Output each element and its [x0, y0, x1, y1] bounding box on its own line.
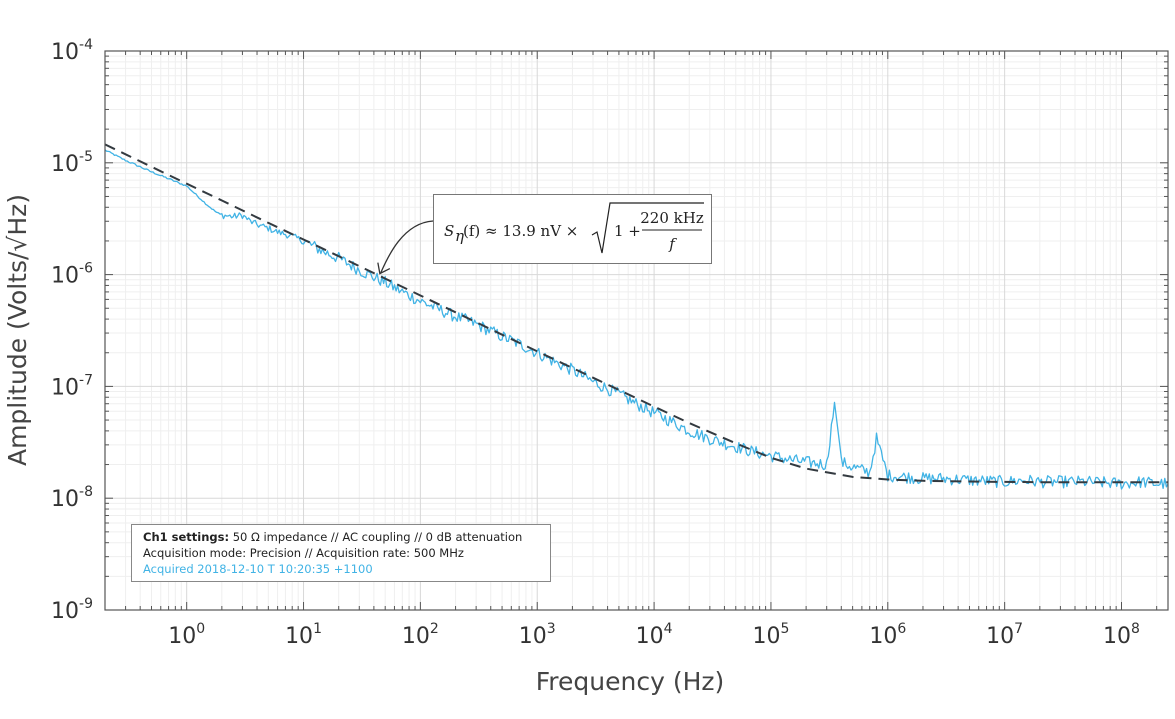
plot-frame	[104, 50, 1169, 611]
y-tick-label: 10-5	[51, 149, 93, 177]
y-tick-label: 10-4	[51, 37, 93, 65]
x-tick-label: 108	[1103, 621, 1140, 649]
formula-annotation: S η (f) ≈ 13.9 nV × 1 + 220 kHz f	[433, 194, 712, 264]
y-tick-label: 10-6	[51, 261, 93, 289]
y-tick-label: 10-7	[51, 372, 93, 400]
settings-line-2: Acquisition mode: Precision // Acquisiti…	[143, 546, 464, 560]
x-tick-label: 100	[168, 621, 205, 649]
formula-lhs-rest: (f) ≈ 13.9 nV ×	[463, 222, 578, 240]
y-tick-label: 10-8	[51, 484, 93, 512]
x-tick-label: 104	[636, 621, 673, 649]
acquisition-settings-box: Ch1 settings: 50 Ω impedance // AC coupl…	[131, 524, 551, 582]
acquired-timestamp: Acquired 2018-12-10 T 10:20:35 +1100	[143, 562, 373, 576]
x-tick-label: 101	[285, 621, 322, 649]
fit-model-series	[105, 143, 1168, 484]
series-layer	[105, 143, 1168, 490]
formula-lhs: S	[444, 222, 454, 240]
y-tick-label: 10-9	[51, 596, 93, 624]
annotation-arrow	[380, 220, 434, 273]
x-axis-title: Frequency (Hz)	[536, 667, 725, 696]
y-tick-labels: 10-9 10-8 10-7 10-6 10-5 10-4	[51, 37, 93, 624]
formula-one-plus: 1 +	[614, 222, 641, 240]
settings-label: Ch1 settings:	[143, 530, 230, 544]
formula-lhs-subscript: η	[455, 227, 464, 245]
x-tick-labels: 100 101 102 103 104 105 106 107 108	[168, 621, 1140, 649]
x-tick-label: 105	[752, 621, 789, 649]
x-tick-label: 102	[402, 621, 439, 649]
annotation-arrowhead	[377, 262, 391, 275]
measured-noise-series	[105, 149, 1168, 490]
x-tick-label: 106	[869, 621, 906, 649]
sqrt-sign	[591, 202, 704, 254]
axis-ticks	[104, 50, 1168, 611]
minor-grid	[104, 51, 1168, 610]
settings-line-1: Ch1 settings: 50 Ω impedance // AC coupl…	[143, 529, 540, 545]
y-axis-title: Amplitude (Volts/√Hz)	[3, 194, 32, 466]
x-tick-label: 103	[519, 621, 556, 649]
formula-denominator: f	[668, 235, 677, 253]
x-tick-label: 107	[986, 621, 1023, 649]
settings-values: 50 Ω impedance // AC coupling // 0 dB at…	[229, 530, 523, 544]
formula-numerator: 220 kHz	[640, 209, 704, 227]
